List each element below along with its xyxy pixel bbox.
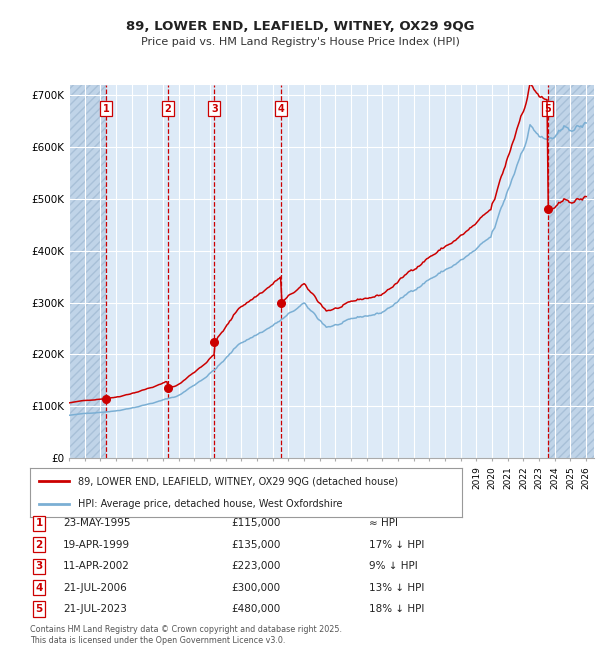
Text: 89, LOWER END, LEAFIELD, WITNEY, OX29 9QG: 89, LOWER END, LEAFIELD, WITNEY, OX29 9Q… xyxy=(126,20,474,32)
Text: HPI: Average price, detached house, West Oxfordshire: HPI: Average price, detached house, West… xyxy=(77,499,342,508)
Text: £480,000: £480,000 xyxy=(231,604,280,614)
Text: 21-JUL-2023: 21-JUL-2023 xyxy=(63,604,127,614)
Text: 5: 5 xyxy=(544,104,551,114)
Text: 9% ↓ HPI: 9% ↓ HPI xyxy=(369,561,418,571)
Text: 89, LOWER END, LEAFIELD, WITNEY, OX29 9QG (detached house): 89, LOWER END, LEAFIELD, WITNEY, OX29 9Q… xyxy=(77,476,398,486)
Text: 17% ↓ HPI: 17% ↓ HPI xyxy=(369,540,424,550)
Text: 2: 2 xyxy=(164,104,171,114)
Bar xyxy=(69,84,106,458)
Text: £115,000: £115,000 xyxy=(231,518,280,528)
Text: 23-MAY-1995: 23-MAY-1995 xyxy=(63,518,131,528)
Text: 11-APR-2002: 11-APR-2002 xyxy=(63,561,130,571)
Text: 1: 1 xyxy=(103,104,110,114)
Text: 2: 2 xyxy=(35,540,43,550)
Text: 1: 1 xyxy=(35,518,43,528)
Text: 4: 4 xyxy=(278,104,284,114)
Bar xyxy=(548,84,594,458)
Text: Price paid vs. HM Land Registry's House Price Index (HPI): Price paid vs. HM Land Registry's House … xyxy=(140,37,460,47)
Text: 4: 4 xyxy=(35,582,43,593)
Text: £135,000: £135,000 xyxy=(231,540,280,550)
Text: Contains HM Land Registry data © Crown copyright and database right 2025.
This d: Contains HM Land Registry data © Crown c… xyxy=(30,625,342,645)
Text: 19-APR-1999: 19-APR-1999 xyxy=(63,540,130,550)
Text: 3: 3 xyxy=(35,561,43,571)
Text: £223,000: £223,000 xyxy=(231,561,280,571)
Text: ≈ HPI: ≈ HPI xyxy=(369,518,398,528)
Text: 18% ↓ HPI: 18% ↓ HPI xyxy=(369,604,424,614)
Text: 5: 5 xyxy=(35,604,43,614)
Text: £300,000: £300,000 xyxy=(231,582,280,593)
Text: 21-JUL-2006: 21-JUL-2006 xyxy=(63,582,127,593)
Text: 13% ↓ HPI: 13% ↓ HPI xyxy=(369,582,424,593)
Text: 3: 3 xyxy=(211,104,218,114)
